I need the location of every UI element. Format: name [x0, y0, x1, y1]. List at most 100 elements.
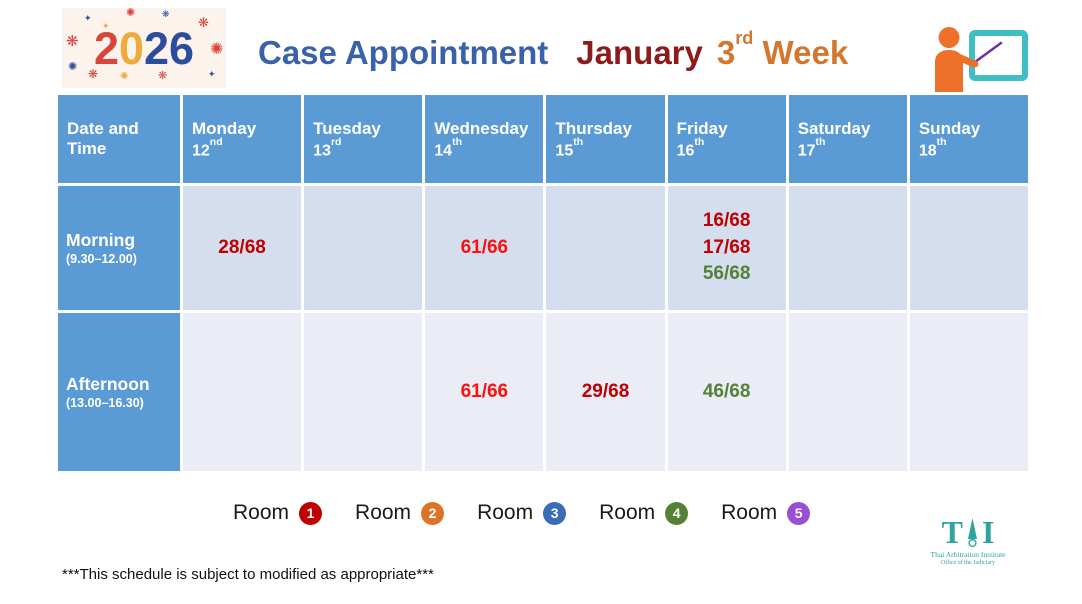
corner-label: Date and Time [67, 119, 139, 158]
legend-room-label: Room [355, 501, 412, 524]
schedule-cell: 61/66 [425, 186, 544, 310]
schedule-cell [909, 186, 1028, 310]
room-number-badge: 4 [665, 501, 689, 525]
day-name: Thursday [555, 118, 632, 138]
legend-room-label: Room [233, 501, 290, 524]
title-week: 3rd Week [716, 28, 849, 71]
schedule-cell [546, 186, 665, 310]
day-header-saturday: Saturday 17th [788, 95, 907, 183]
day-date: 13rd [313, 136, 342, 160]
day-header-friday: Friday 16th [667, 95, 786, 183]
day-name: Sunday [918, 118, 981, 138]
time-slot-name: Morning [66, 230, 136, 251]
day-name: Tuesday [313, 118, 381, 138]
year-digit: 0 [118, 22, 144, 74]
tai-chedi-spire-icon [967, 518, 977, 548]
case-count-value: 46/68 [702, 380, 751, 402]
day-date: 17th [797, 136, 826, 160]
firework-icon: ✺ [68, 61, 78, 73]
schedule-footnote: ***This schedule is subject to modified … [62, 566, 434, 583]
firework-icon: ❋ [198, 15, 209, 30]
day-name: Monday [192, 118, 257, 138]
firework-icon: ❋ [66, 33, 79, 50]
case-count-value: 17/68 [702, 236, 751, 258]
schedule-cell [304, 313, 423, 471]
title-month: January [576, 34, 703, 71]
tai-letter-t: T [941, 514, 963, 550]
tai-office-text: Office of the Judiciary [940, 560, 996, 566]
tai-name-text: Thai Arbitration Institute [930, 550, 1006, 559]
case-count-value: 29/68 [581, 380, 630, 402]
presenter-at-whiteboard-icon [935, 27, 1028, 92]
sparkle-icon: ✦ [84, 13, 92, 23]
appointment-schedule-table: Date and Time Monday 12nd Tuesday 13rd Wednes… [58, 95, 1028, 471]
room-number-badge: 5 [787, 501, 811, 525]
firework-icon: ✺ [210, 41, 224, 58]
time-slot-hours: (9.30–12.00) [66, 251, 137, 266]
schedule-cell [183, 313, 302, 471]
legend-room-label: Room [599, 501, 656, 524]
sparkle-icon: ✦ [208, 69, 216, 79]
schedule-cell: 46/68 [667, 313, 786, 471]
day-header-sunday: Sunday 18th [909, 95, 1028, 183]
page-title: Case Appointment January 3rd Week [258, 28, 849, 72]
time-slot-name: Afternoon [66, 374, 150, 395]
schedule-cell: 61/66 [425, 313, 544, 471]
day-date: 12nd [192, 136, 223, 160]
case-count-value: 56/68 [702, 263, 751, 285]
day-name: Wednesday [434, 118, 529, 138]
tai-institute-logo: T I Thai Arbitration Institute Office of… [928, 516, 1008, 566]
title-main: Case Appointment [258, 34, 549, 71]
year-digit: 6 [169, 22, 195, 74]
schedule-cell [788, 313, 907, 471]
title-week-number: 3 [716, 34, 736, 71]
legend-item-room-5: Room 5 [721, 501, 811, 525]
firework-icon: ❋ [88, 67, 99, 81]
firework-icon: ❋ [158, 70, 168, 82]
row-label-morning: Morning (9.30–12.00) [58, 186, 180, 310]
schedule-cell [909, 313, 1028, 471]
day-date: 15th [555, 136, 584, 160]
tai-letter-i: I [981, 514, 995, 550]
room-number-badge: 1 [299, 501, 323, 525]
year-digit: 2 [144, 22, 170, 74]
room-number-badge: 3 [543, 501, 567, 525]
legend-room-label: Room [721, 501, 778, 524]
case-count-value: 61/66 [460, 380, 509, 402]
room-number-badge: 2 [421, 501, 445, 525]
year-2026-text: 2026 [94, 26, 194, 71]
legend-item-room-3: Room 3 [477, 501, 567, 525]
schedule-cell [788, 186, 907, 310]
day-header-thursday: Thursday 15th [546, 95, 665, 183]
schedule-cell: 28/68 [183, 186, 302, 310]
day-header-wednesday: Wednesday 14th [425, 95, 544, 183]
whiteboard-icon [969, 30, 1028, 81]
day-date: 14th [434, 136, 462, 160]
legend-item-room-1: Room 1 [233, 501, 323, 525]
day-date: 16th [676, 136, 705, 160]
legend-room-label: Room [477, 501, 534, 524]
schedule-cell: 29/68 [546, 313, 665, 471]
case-count-value: 28/68 [218, 236, 266, 258]
sparkle-icon: ✦ [102, 21, 110, 31]
new-year-2026-logo: ❋ ✦ ✺ ❋ ✺ ❋ ✺ ❋ ❋ ✺ ✦ ✦ 2026 [62, 8, 226, 88]
table-corner-header: Date and Time [58, 95, 180, 183]
firework-icon: ❋ [162, 9, 170, 19]
tai-acronym: T I [928, 516, 1008, 548]
day-name: Friday [676, 118, 728, 138]
firework-icon: ✺ [126, 7, 136, 19]
schedule-cell: 16/68 17/68 56/68 [667, 186, 786, 310]
year-digit: 2 [93, 22, 119, 74]
room-color-legend: Room 1 Room 2 Room 3 Room 4 Room 5 [233, 501, 811, 525]
day-header-monday: Monday 12nd [183, 95, 302, 183]
row-label-afternoon: Afternoon (13.00–16.30) [58, 313, 180, 471]
day-name: Saturday [797, 118, 871, 138]
firework-icon: ✺ [120, 71, 129, 82]
title-week-ordinal: rd [735, 27, 754, 48]
title-week-word: Week [753, 34, 849, 71]
time-slot-hours: (13.00–16.30) [66, 395, 144, 410]
case-count-value: 16/68 [702, 209, 751, 231]
legend-item-room-2: Room 2 [355, 501, 445, 525]
person-figure-icon [935, 27, 979, 92]
